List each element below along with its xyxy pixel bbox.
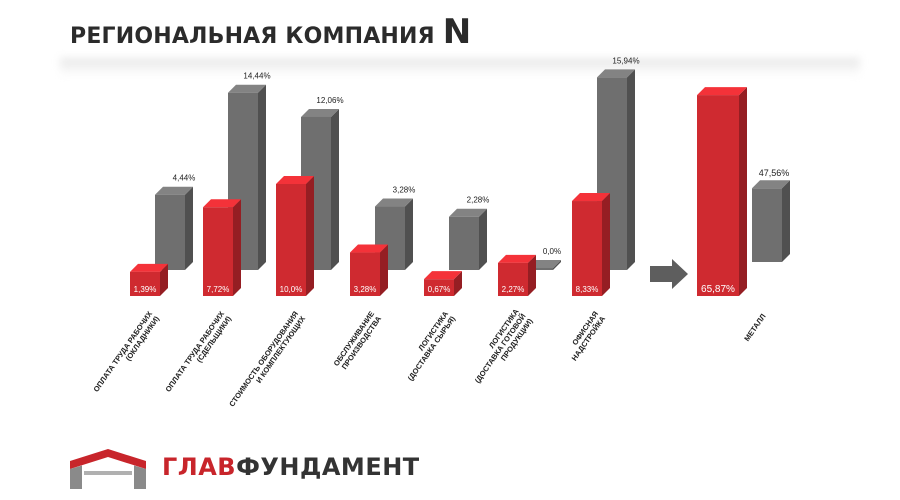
gray-bar xyxy=(752,180,790,262)
red-bar xyxy=(276,176,314,296)
gray-bar-value-label: 14,44% xyxy=(243,72,270,81)
red-bar-value-label: 7,72% xyxy=(207,285,230,294)
category-label: ОПЛАТА ТРУДА РАБОЧИХ(ОКЛАДНИКИ) xyxy=(91,309,161,398)
red-bar-value-label: 10,0% xyxy=(280,285,303,294)
red-bar-value-label: 65,87% xyxy=(701,284,735,295)
building-logo-icon xyxy=(70,449,146,489)
red-bar-value-label: 1,39% xyxy=(134,285,157,294)
gray-bar-value-label: 3,28% xyxy=(393,186,416,195)
red-bar xyxy=(424,271,462,296)
gray-bar-value-label: 4,44% xyxy=(173,174,196,183)
category-label: ЛОГИСТИКА(ДОСТАВКА СЫРЬЯ) xyxy=(399,309,458,382)
company-logo: ГЛАВФУНДАМЕНТ xyxy=(68,445,420,489)
chart-title: РЕГИОНАЛЬНАЯ КОМПАНИЯ N xyxy=(70,12,471,52)
category-label: ОБСЛУЖИВАНИЕПРОИЗВОДСТВА xyxy=(332,309,384,373)
red-bar xyxy=(697,87,747,296)
title-underline-shadow xyxy=(60,58,860,76)
category-label: МЕТАЛЛ xyxy=(742,312,767,343)
red-bar xyxy=(203,199,241,296)
red-bar xyxy=(350,244,388,296)
category-label: ЛОГИСТИКА(ДОСТАВКА ГОТОВОЙПРОДУКЦИИ) xyxy=(466,307,535,390)
red-bar-value-label: 8,33% xyxy=(576,285,599,294)
category-label: ОФИСНАЯНАДСТРОЙКА xyxy=(563,309,608,362)
red-bar xyxy=(498,254,536,296)
red-bar-value-label: 3,28% xyxy=(354,285,377,294)
gray-bar xyxy=(449,208,487,270)
gray-bar-value-label: 2,28% xyxy=(467,196,490,205)
gray-bar-value-label: 47,56% xyxy=(759,168,790,178)
gray-bar xyxy=(155,186,193,270)
gray-bar-value-label: 0,0% xyxy=(543,247,561,256)
gray-bar-value-label: 12,06% xyxy=(316,96,343,105)
gray-bar-value-label: 15,94% xyxy=(612,56,639,65)
category-label: ОПЛАТА ТРУДА РАБОЧИХ(СДЕЛЬЩИКИ) xyxy=(163,309,233,398)
red-bar-value-label: 2,27% xyxy=(502,285,525,294)
gray-bar xyxy=(375,198,413,270)
title-main: РЕГИОНАЛЬНАЯ КОМПАНИЯ xyxy=(70,24,435,49)
right-arrow-icon xyxy=(650,259,688,289)
logo-part-2: ФУНДАМЕНТ xyxy=(236,453,420,481)
red-bar-value-label: 0,67% xyxy=(428,285,451,294)
category-label: СТОИМОСТЬ ОБОРУДОВАНИЯИ КОМПЛЕКТУЮЩИХ xyxy=(227,310,307,414)
red-bar xyxy=(130,263,168,296)
logo-wordmark: ГЛАВФУНДАМЕНТ xyxy=(162,453,420,481)
title-letter: N xyxy=(442,12,472,52)
logo-part-1: ГЛАВ xyxy=(162,453,237,481)
red-bar xyxy=(572,193,610,296)
gray-bar xyxy=(228,84,266,270)
